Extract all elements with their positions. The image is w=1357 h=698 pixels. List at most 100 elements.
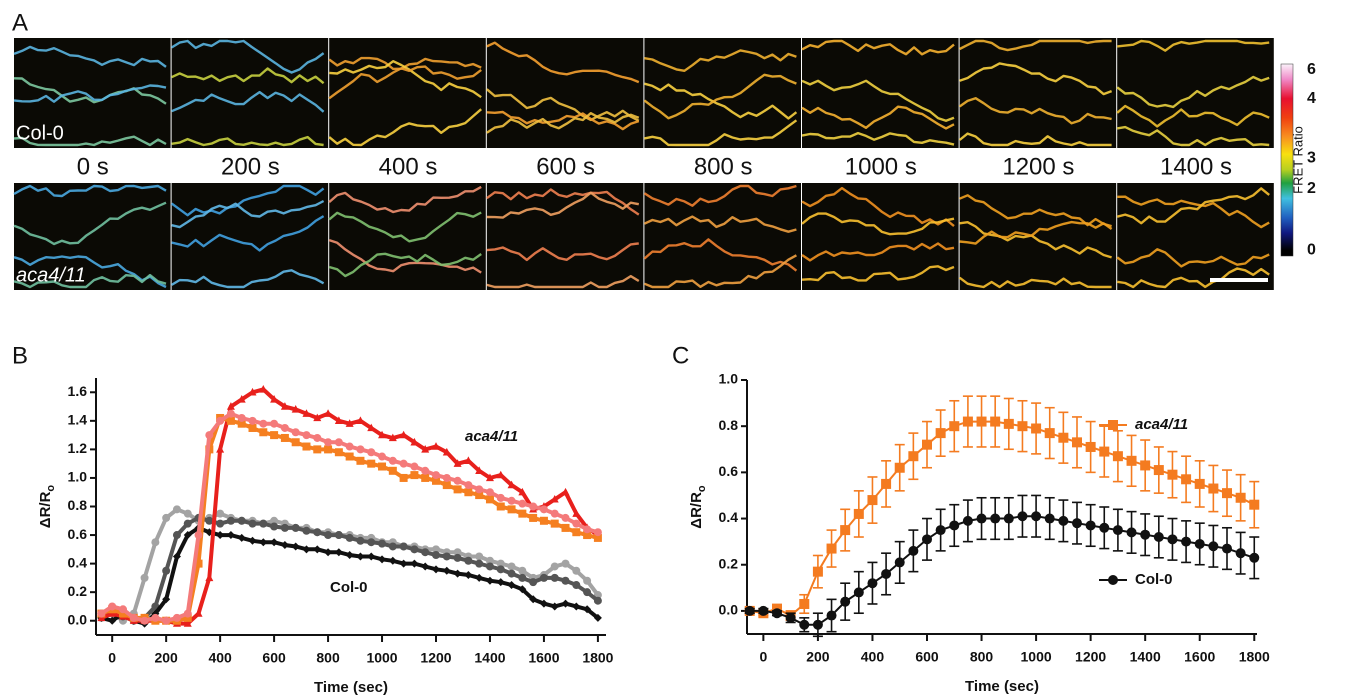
x-tick-label: 1600 xyxy=(528,650,559,666)
marker xyxy=(1058,432,1069,443)
marker xyxy=(1167,469,1178,480)
marker xyxy=(561,559,570,568)
micrograph xyxy=(644,38,801,148)
marker xyxy=(432,476,440,485)
marker xyxy=(962,515,973,526)
cell-outline xyxy=(171,90,325,113)
marker xyxy=(518,509,527,518)
cell-outline xyxy=(801,131,955,146)
y-axis-title: ΔR/Ro xyxy=(688,485,708,529)
marker xyxy=(799,619,810,630)
cell-outline xyxy=(801,79,955,122)
cell-outline xyxy=(959,221,1112,259)
marker xyxy=(313,528,322,537)
marker xyxy=(280,423,289,432)
x-tick-label: 200 xyxy=(806,649,830,665)
marker xyxy=(475,466,484,475)
marker xyxy=(97,609,106,618)
marker xyxy=(529,502,538,511)
marker xyxy=(539,505,548,514)
marker xyxy=(356,552,365,561)
marker xyxy=(1249,499,1260,510)
marker xyxy=(1208,483,1219,494)
marker xyxy=(118,609,127,618)
marker xyxy=(280,402,289,410)
marker xyxy=(475,573,484,582)
panel-label: A xyxy=(12,9,28,36)
x-tick-label: 200 xyxy=(154,650,178,666)
marker xyxy=(507,496,516,505)
cell-outline xyxy=(486,274,640,289)
marker xyxy=(378,430,387,439)
marker xyxy=(1112,525,1123,536)
time-label: 400 s xyxy=(379,153,438,180)
cell-outline xyxy=(171,135,324,147)
marker xyxy=(1235,492,1246,503)
marker xyxy=(826,543,837,554)
marker xyxy=(410,462,419,471)
marker xyxy=(442,447,451,456)
marker xyxy=(1153,465,1164,476)
marker xyxy=(324,409,333,417)
cell-outline xyxy=(801,242,955,262)
marker xyxy=(1208,541,1219,552)
marker xyxy=(345,551,354,560)
marker xyxy=(485,473,494,482)
marker xyxy=(1072,437,1082,448)
marker xyxy=(550,602,559,611)
marker xyxy=(291,438,300,447)
marker xyxy=(216,416,225,425)
y-tick-label: 1.0 xyxy=(68,469,88,485)
marker xyxy=(572,566,581,575)
marker xyxy=(475,485,484,494)
colorbar-tick-label: 2 xyxy=(1307,180,1316,197)
marker xyxy=(550,509,559,518)
marker xyxy=(216,531,225,540)
marker xyxy=(507,562,516,571)
marker xyxy=(378,539,387,548)
marker xyxy=(345,442,354,451)
marker xyxy=(867,495,878,506)
marker xyxy=(270,395,279,403)
marker xyxy=(507,569,516,578)
y-axis-title: ΔR/Ro xyxy=(37,485,57,529)
marker xyxy=(399,542,408,551)
marker xyxy=(453,459,462,467)
marker xyxy=(475,552,484,561)
cell-outline xyxy=(171,199,325,229)
marker xyxy=(378,462,387,471)
marker xyxy=(399,430,408,439)
y-tick-label: 0.6 xyxy=(719,463,739,479)
marker xyxy=(410,559,419,568)
marker xyxy=(1194,538,1205,549)
marker xyxy=(1017,421,1028,432)
x-tick-label: 0 xyxy=(759,649,767,665)
marker xyxy=(935,525,946,536)
marker xyxy=(583,531,592,540)
marker xyxy=(539,573,548,582)
marker xyxy=(922,534,932,545)
marker xyxy=(183,609,192,618)
x-tick-label: 1000 xyxy=(366,650,397,666)
marker xyxy=(826,610,837,621)
marker xyxy=(529,513,538,522)
micrograph xyxy=(171,38,329,148)
y-tick-label: 0.2 xyxy=(719,555,739,571)
cell-outline xyxy=(959,39,1112,52)
cell-outline xyxy=(643,184,797,207)
marker xyxy=(464,481,473,490)
marker xyxy=(583,588,592,597)
marker xyxy=(485,562,494,571)
marker xyxy=(1167,534,1178,545)
marker xyxy=(583,576,592,585)
x-tick-label: 1200 xyxy=(420,650,451,666)
cell-outline xyxy=(486,41,640,84)
marker xyxy=(140,616,149,625)
y-tick-label: 1.2 xyxy=(68,440,88,456)
marker xyxy=(1235,548,1246,559)
y-axis-title-main: ΔR/R xyxy=(688,492,705,529)
cell-outline xyxy=(328,252,482,278)
y-tick-label: 0.8 xyxy=(68,497,88,513)
cell-outline xyxy=(486,188,640,216)
